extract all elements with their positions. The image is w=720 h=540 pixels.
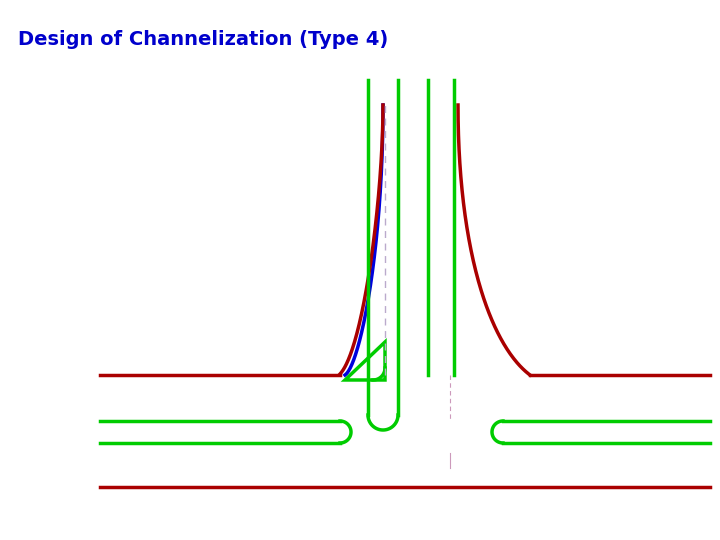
Text: Design of Channelization (Type 4): Design of Channelization (Type 4) [18,30,388,49]
